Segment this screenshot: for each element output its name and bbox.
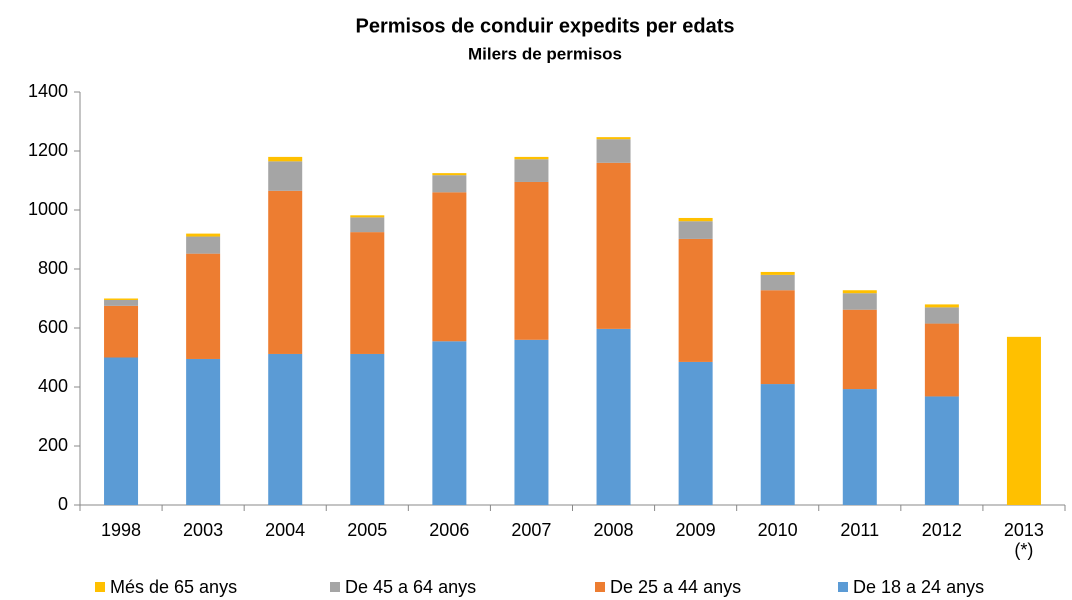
- bar-segment: [350, 232, 385, 354]
- legend-label: De 18 a 24 anys: [853, 577, 984, 597]
- bar-segment: [1006, 336, 1041, 505]
- x-tick-label: 2012: [921, 520, 962, 540]
- chart-title: Permisos de conduir expedits per edats: [355, 15, 734, 37]
- x-tick-label: 2011: [840, 520, 880, 540]
- y-tick-label: 1000: [28, 199, 68, 219]
- bar-segment: [514, 159, 549, 182]
- bar-segment: [432, 341, 467, 505]
- legend-swatch: [595, 582, 605, 592]
- bar-segment: [186, 253, 221, 359]
- bar-segment: [104, 357, 139, 505]
- bar-segment: [842, 309, 877, 390]
- y-tick-label: 0: [58, 494, 68, 514]
- legend-label: De 25 a 44 anys: [610, 577, 741, 597]
- y-tick-label: 200: [38, 435, 68, 455]
- bar-segment: [924, 307, 959, 324]
- bar-segment: [678, 221, 713, 239]
- bar-segment: [350, 215, 385, 218]
- bar-segment: [924, 304, 959, 308]
- bar-segment: [678, 217, 713, 222]
- legend-swatch: [95, 582, 105, 592]
- bar-segment: [596, 137, 631, 140]
- bar-segment: [760, 290, 795, 385]
- bar-segment: [186, 233, 221, 237]
- legend-label: De 45 a 64 anys: [345, 577, 476, 597]
- x-tick-label: 2005: [347, 520, 388, 540]
- bar-segment: [678, 238, 713, 362]
- bar-segment: [596, 139, 631, 163]
- legend-label: Més de 65 anys: [110, 577, 237, 597]
- bar-segment: [842, 389, 877, 505]
- x-tick-label: 2010: [757, 520, 798, 540]
- bar-segment: [924, 396, 959, 505]
- bar-segment: [514, 181, 549, 340]
- bar-segment: [104, 299, 139, 306]
- bar-segment: [514, 156, 549, 160]
- x-tick-label: 2007: [511, 520, 552, 540]
- bar-segment: [104, 305, 139, 358]
- bar-segment: [760, 274, 795, 291]
- y-tick-label: 1200: [28, 140, 68, 160]
- y-tick-label: 800: [38, 258, 68, 278]
- bar-segment: [186, 236, 221, 254]
- y-tick-label: 1400: [28, 81, 68, 101]
- x-tick-label: 2006: [429, 520, 470, 540]
- bar-segment: [760, 271, 795, 275]
- bar-segment: [268, 190, 303, 354]
- x-tick-label: 2003: [183, 520, 224, 540]
- chart-subtitle: Milers de permisos: [468, 44, 622, 63]
- x-tick-label: 2009: [675, 520, 716, 540]
- x-tick-label: 1998: [100, 520, 142, 540]
- x-tick-label: 2008: [593, 520, 634, 540]
- x-tick-label: 2004: [265, 520, 306, 540]
- bar-segment: [678, 361, 713, 505]
- bar-segment: [842, 293, 877, 310]
- x-tick-label: 2013 (*): [1003, 520, 1044, 560]
- bar-segment: [514, 339, 549, 505]
- bar-segment: [842, 290, 877, 294]
- bar-segment: [432, 173, 467, 176]
- bar-segment: [268, 353, 303, 505]
- bar-segment: [432, 175, 467, 193]
- bar-segment: [268, 161, 303, 191]
- legend-swatch: [838, 582, 848, 592]
- bar-segment: [268, 156, 303, 162]
- y-tick-label: 600: [38, 317, 68, 337]
- bar-segment: [760, 384, 795, 505]
- bar-segment: [596, 328, 631, 505]
- bar-segment: [104, 298, 139, 300]
- legend-swatch: [330, 582, 340, 592]
- bar-segment: [186, 358, 221, 505]
- y-tick-label: 400: [38, 376, 68, 396]
- bar-segment: [596, 162, 631, 329]
- bar-segment: [924, 323, 959, 397]
- bar-segment: [350, 217, 385, 233]
- bar-segment: [432, 192, 467, 342]
- bar-segment: [350, 353, 385, 505]
